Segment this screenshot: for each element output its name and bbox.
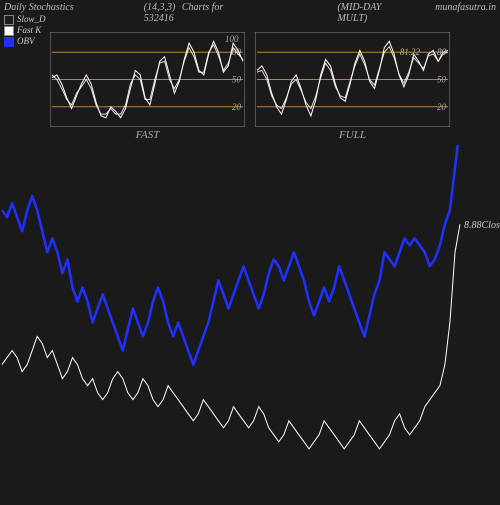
swatch-fast-k <box>4 26 14 36</box>
legend-slow-d: Slow_D <box>4 14 46 25</box>
swatch-slow-d <box>4 15 14 25</box>
svg-text:50: 50 <box>232 75 242 85</box>
symbol: (MID-DAY MULT) <box>337 2 401 24</box>
params: (14,3,3) Charts for 532416 <box>144 2 238 24</box>
fast-chart: 205080100 <box>50 32 245 127</box>
fast-label: FAST <box>50 129 245 141</box>
site: munafasutra.in <box>435 2 496 24</box>
full-label: FULL <box>255 129 450 141</box>
legend-obv: OBV <box>4 36 46 47</box>
full-chart: 20508081.2280 <box>255 32 450 127</box>
svg-text:20: 20 <box>437 102 447 112</box>
svg-text:50: 50 <box>437 75 447 85</box>
svg-text:81.22: 81.22 <box>400 47 421 57</box>
main-chart-area: 8.88Close <box>0 145 500 505</box>
svg-text:100: 100 <box>225 34 239 44</box>
main-chart: 8.88Close <box>0 145 500 500</box>
svg-text:80: 80 <box>437 47 447 57</box>
swatch-obv <box>4 37 14 47</box>
svg-text:20: 20 <box>232 102 242 112</box>
svg-text:8.88Close: 8.88Close <box>464 220 500 231</box>
legend: Slow_D Fast K OBV <box>4 14 46 47</box>
stochastic-panels: 205080100 FAST 20508081.2280 FULL <box>50 32 500 141</box>
fast-panel: 205080100 FAST <box>50 32 245 141</box>
full-panel: 20508081.2280 FULL <box>255 32 450 141</box>
legend-fast-k: Fast K <box>4 25 46 36</box>
chart-header: Daily Stochastics (14,3,3) Charts for 53… <box>0 0 500 26</box>
